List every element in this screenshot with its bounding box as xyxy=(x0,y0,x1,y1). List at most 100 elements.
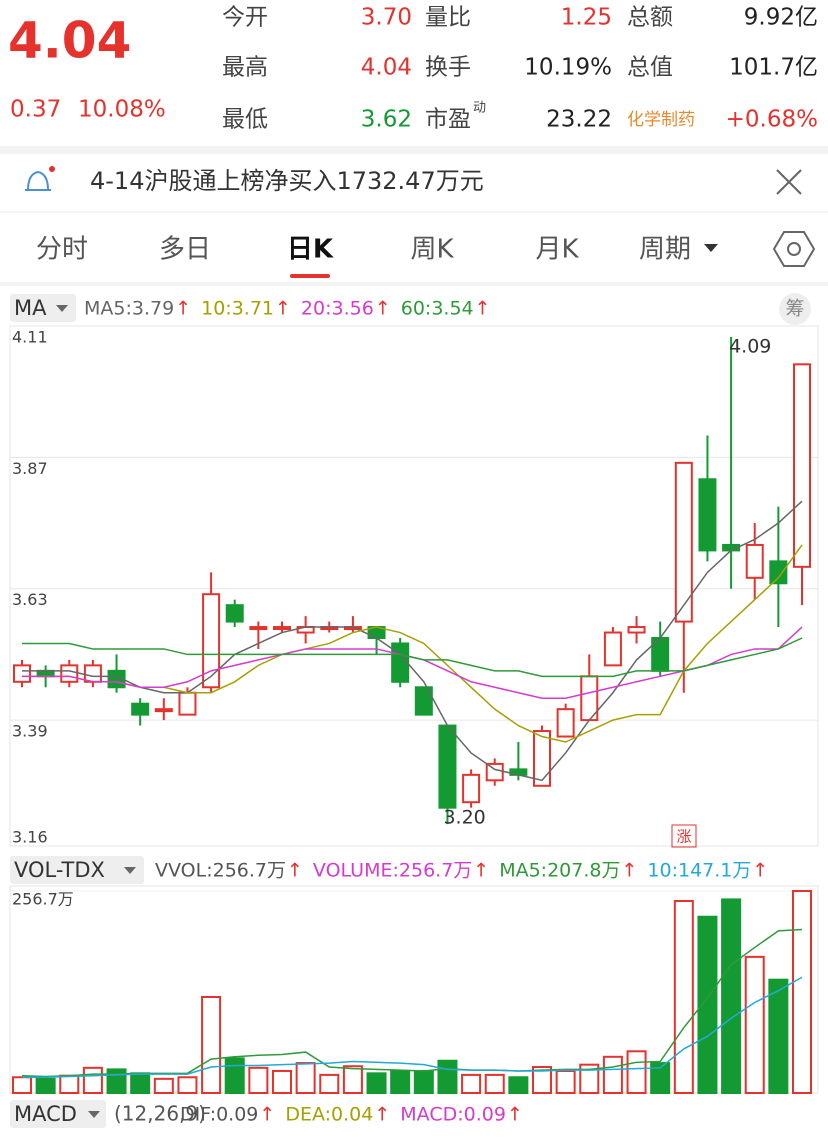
stat-label: 量比 xyxy=(425,5,471,31)
indicator-name[interactable]: VOL-TDX xyxy=(14,858,105,882)
volume-bar xyxy=(555,1069,576,1095)
candle-body xyxy=(202,593,221,689)
stat-label: 最低 xyxy=(222,107,268,133)
volume-bar xyxy=(106,1068,127,1095)
macd-params: (12,26,9) xyxy=(114,1102,206,1126)
tab[interactable]: 分时 xyxy=(36,235,88,265)
candle-body xyxy=(745,543,764,579)
chip-button[interactable] xyxy=(779,293,811,325)
volume-bar xyxy=(177,1076,198,1095)
legend-arrow: ↑ xyxy=(287,860,303,882)
candle-body xyxy=(533,730,551,787)
candle-body xyxy=(603,631,622,667)
dropdown-arrow[interactable] xyxy=(704,244,718,252)
candle-body xyxy=(674,461,693,623)
candle-body xyxy=(769,560,788,585)
legend-arrow: ↑ xyxy=(621,860,637,882)
candle-body xyxy=(462,773,481,804)
stat-label: 今开 xyxy=(222,5,268,31)
y-tick-label: 3.87 xyxy=(12,459,48,478)
separator xyxy=(0,282,828,286)
ma-line xyxy=(22,500,803,782)
volume-bar xyxy=(295,1062,316,1095)
indicator-name[interactable]: MA xyxy=(14,296,47,320)
legend-item: DIF:0.09 xyxy=(180,1104,258,1126)
candle-body xyxy=(627,626,646,634)
stat-label: 换手 xyxy=(425,55,471,81)
stat-label-sup: 动 xyxy=(473,101,486,116)
volume-bar xyxy=(532,1066,552,1095)
candle-body xyxy=(273,626,291,631)
volume-bar xyxy=(768,978,789,1095)
candle-body xyxy=(556,708,575,738)
change-pct: 10.08% xyxy=(78,97,166,123)
volume-bar xyxy=(59,1074,80,1095)
stat-value: 4.04 xyxy=(361,55,412,81)
indicator-select[interactable] xyxy=(10,1100,106,1128)
volume-ma-line xyxy=(22,976,803,1079)
volume-bar xyxy=(35,1077,56,1094)
dropdown-arrow[interactable] xyxy=(56,305,68,312)
indicator-select[interactable] xyxy=(10,294,76,322)
volume-bar xyxy=(342,1065,363,1094)
y-tick-label: 3.63 xyxy=(12,590,48,609)
volume-bar xyxy=(721,898,742,1094)
close-button[interactable] xyxy=(776,169,802,195)
price: 4.04 xyxy=(8,12,131,70)
tab[interactable]: 月K xyxy=(535,235,579,265)
volume-bar xyxy=(484,1073,505,1094)
stat-value: 10.19% xyxy=(524,55,612,81)
y-tick-label: 3.16 xyxy=(12,828,48,847)
tab-underline xyxy=(290,274,330,278)
volume-bar xyxy=(201,995,222,1094)
dropdown-arrow[interactable] xyxy=(124,867,136,874)
stat-value: 9.92亿 xyxy=(744,5,818,31)
volume-bar xyxy=(437,1059,458,1095)
volume-bar xyxy=(602,1055,623,1095)
indicator-select[interactable] xyxy=(10,856,144,884)
candle-body xyxy=(178,691,197,716)
legend-item: 10:147.1万 xyxy=(647,860,751,882)
candle-body xyxy=(698,478,717,552)
legend-item: 20:3.56 xyxy=(301,298,374,320)
legend-item: MA5:3.79 xyxy=(84,298,174,320)
candle-body xyxy=(60,664,79,683)
legend-arrow: ↑ xyxy=(374,1104,390,1126)
indicator-name[interactable]: MACD xyxy=(14,1102,77,1126)
settings-icon[interactable] xyxy=(772,231,816,267)
tab[interactable]: 周K xyxy=(410,235,454,265)
stat-value: 23.22 xyxy=(546,107,612,133)
volume-bar xyxy=(319,1073,340,1094)
legend-item: MACD:0.09 xyxy=(400,1104,506,1126)
legend-item: DEA:0.04 xyxy=(285,1104,373,1126)
stat-value: 101.7亿 xyxy=(729,55,818,81)
tab[interactable]: 周期 xyxy=(639,235,691,265)
legend-arrow: ↑ xyxy=(475,298,491,320)
candle-body xyxy=(438,724,457,809)
stat-label: 市盈 xyxy=(425,107,471,133)
candle-body xyxy=(249,626,268,631)
notice-text[interactable]: 4-14沪股通上榜净买入1732.47万元 xyxy=(90,167,484,195)
volume-bar xyxy=(626,1050,647,1094)
stat-label: 总额 xyxy=(627,5,673,31)
max-label: 4.09 xyxy=(729,335,771,357)
legend-item: MA5:207.8万 xyxy=(499,860,620,882)
legend-arrow: ↑ xyxy=(507,1104,523,1126)
candle-body xyxy=(131,702,150,716)
y-tick-label: 4.11 xyxy=(12,328,48,347)
volume-bar xyxy=(673,899,694,1094)
chip-button-label[interactable]: 筹 xyxy=(785,298,804,320)
volume-bar xyxy=(224,1057,245,1095)
candle-body xyxy=(391,642,410,683)
volume-bar xyxy=(413,1069,434,1095)
candle-body xyxy=(36,669,55,678)
volume-bar xyxy=(12,1076,32,1095)
dropdown-arrow[interactable] xyxy=(88,1111,100,1118)
min-label: 3.20 xyxy=(443,807,485,829)
candle-body xyxy=(154,708,173,713)
stat-value: 3.62 xyxy=(361,107,412,133)
volume-bar xyxy=(390,1069,411,1095)
tab[interactable]: 多日 xyxy=(159,235,211,265)
tab[interactable]: 日K xyxy=(287,235,334,265)
